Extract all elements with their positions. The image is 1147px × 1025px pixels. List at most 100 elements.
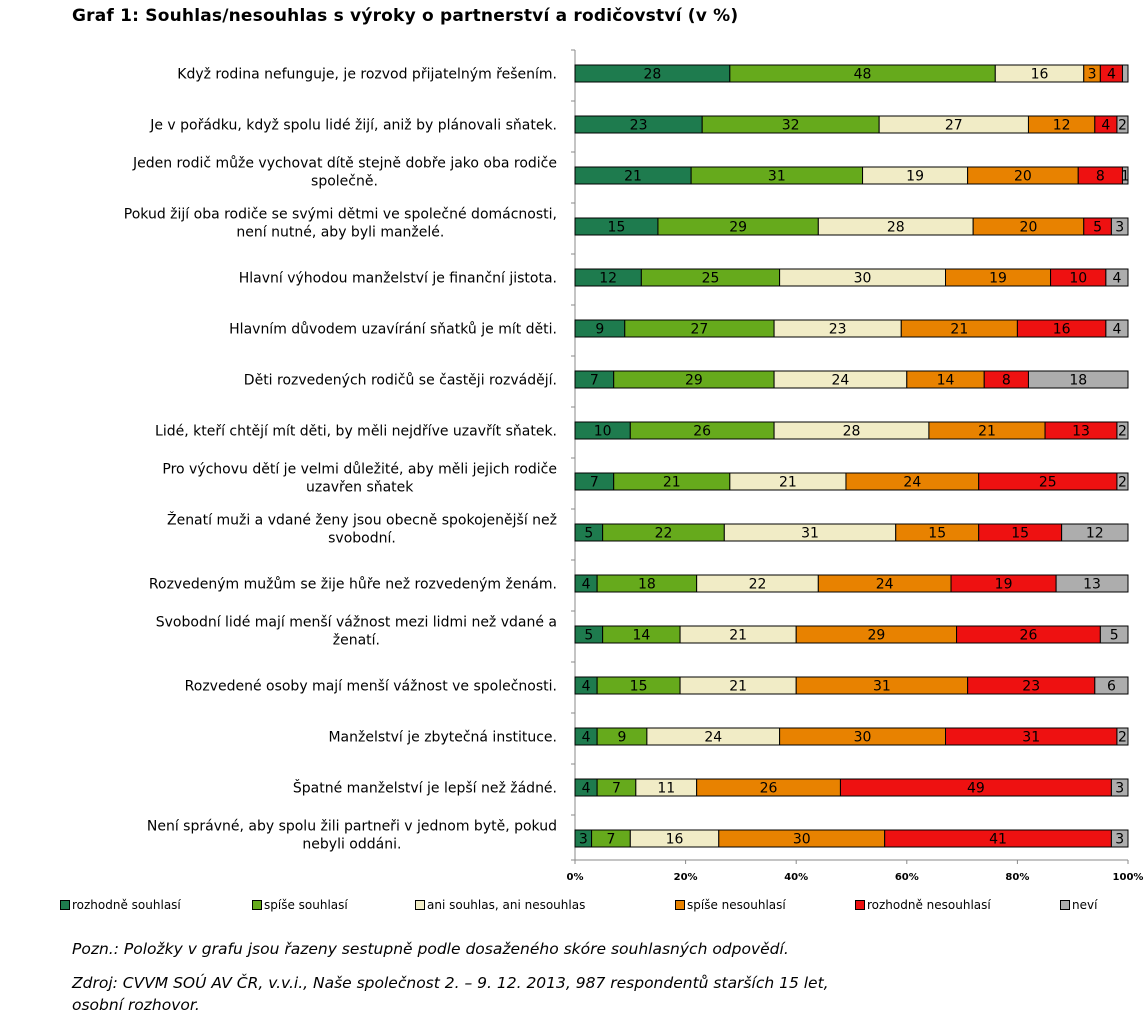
bar-segment — [1094, 676, 1129, 695]
data-label: 2 — [1118, 118, 1127, 134]
category-label: Lidé, kteří chtějí mít děti, by měli nej… — [155, 424, 557, 440]
data-label: 16 — [1031, 67, 1049, 83]
x-tick-label: 40% — [784, 872, 808, 883]
data-label: 26 — [1020, 628, 1038, 644]
category-label: Ženatí muži a vdané ženy jsou obecně spo… — [167, 511, 557, 529]
data-label: 4 — [1101, 118, 1110, 134]
data-label: 28 — [887, 220, 905, 236]
data-label: 15 — [630, 679, 648, 695]
category-label: Jeden rodič může vychovat dítě stejně do… — [132, 156, 557, 172]
data-label: 5 — [584, 526, 593, 542]
data-label: 25 — [1039, 475, 1057, 491]
data-label: 7 — [590, 475, 599, 491]
legend-label: rozhodně nesouhlasí — [867, 898, 991, 912]
category-label: není nutné, aby byli manželé. — [236, 225, 444, 241]
legend-item: rozhodně souhlasí — [60, 898, 181, 912]
data-label: 31 — [801, 526, 819, 542]
data-label: 31 — [1022, 730, 1040, 746]
data-label: 29 — [729, 220, 747, 236]
note-sorting: Pozn.: Položky v grafu jsou řazeny sestu… — [72, 940, 789, 958]
bar-segment — [1121, 64, 1129, 83]
data-label: 7 — [606, 832, 615, 848]
legend-item: neví — [1060, 898, 1097, 912]
category-label: Není správné, aby spolu žili partneři v … — [147, 819, 557, 835]
data-label: 31 — [873, 679, 891, 695]
data-label: 24 — [704, 730, 722, 746]
category-label: Děti rozvedených rodičů se častěji rozvá… — [244, 373, 557, 389]
legend-label: spíše nesouhlasí — [687, 898, 786, 912]
data-label: 26 — [693, 424, 711, 440]
data-label: 7 — [612, 781, 621, 797]
legend-swatch — [855, 900, 865, 910]
x-tick-label: 80% — [1005, 872, 1029, 883]
legend-swatch — [415, 900, 425, 910]
legend-swatch — [60, 900, 70, 910]
data-label: 18 — [638, 577, 656, 593]
data-label: 29 — [685, 373, 703, 389]
data-label: 16 — [666, 832, 684, 848]
data-label: 6 — [1107, 679, 1116, 695]
legend-label: neví — [1072, 898, 1098, 912]
data-label: 4 — [582, 679, 591, 695]
data-label: 26 — [760, 781, 778, 797]
data-label: 18 — [1069, 373, 1087, 389]
data-label: 24 — [832, 373, 850, 389]
data-label: 21 — [978, 424, 996, 440]
x-tick-label: 60% — [895, 872, 919, 883]
data-label: 19 — [989, 271, 1007, 287]
bar-segment — [1116, 115, 1129, 134]
data-label: 4 — [582, 730, 591, 746]
data-label: 19 — [906, 169, 924, 185]
bar-segment — [1055, 574, 1129, 593]
legend-item: rozhodně nesouhlasí — [855, 898, 991, 912]
data-label: 9 — [595, 322, 604, 338]
data-label: 15 — [928, 526, 946, 542]
data-label: 13 — [1083, 577, 1101, 593]
data-label: 48 — [854, 67, 872, 83]
bar-segment — [1105, 319, 1129, 338]
category-label: společně. — [311, 174, 378, 190]
category-label: ženatí. — [333, 633, 380, 649]
data-label: 25 — [702, 271, 720, 287]
chart-title: Graf 1: Souhlas/nesouhlas s výroky o par… — [72, 6, 739, 26]
data-label: 28 — [644, 67, 662, 83]
category-label: uzavřen sňatek — [306, 480, 414, 496]
bar-segment — [1121, 166, 1129, 185]
x-tick-label: 0% — [567, 872, 584, 883]
data-label: 7 — [590, 373, 599, 389]
data-label: 22 — [655, 526, 673, 542]
category-label: Svobodní lidé mají menší vážnost mezi li… — [156, 615, 557, 631]
data-label: 23 — [829, 322, 847, 338]
legend-item: spíše souhlasí — [252, 898, 348, 912]
legend-item: ani souhlas, ani nesouhlas — [415, 898, 585, 912]
data-label: 23 — [630, 118, 648, 134]
bar-segment — [1110, 217, 1129, 236]
legend-swatch — [675, 900, 685, 910]
legend-label: rozhodně souhlasí — [72, 898, 181, 912]
bar-segment — [1110, 829, 1129, 848]
data-label: 12 — [1053, 118, 1071, 134]
data-label: 12 — [599, 271, 617, 287]
data-label: 2 — [1118, 730, 1127, 746]
data-label: 4 — [1112, 322, 1121, 338]
data-label: 15 — [608, 220, 626, 236]
data-label: 28 — [843, 424, 861, 440]
data-label: 21 — [950, 322, 968, 338]
data-label: 19 — [995, 577, 1013, 593]
category-label: Rozvedeným mužům se žije hůře než rozved… — [149, 577, 557, 593]
data-label: 24 — [903, 475, 921, 491]
data-label: 2 — [1118, 475, 1127, 491]
data-label: 2 — [1118, 424, 1127, 440]
data-label: 5 — [584, 628, 593, 644]
legend-item: spíše nesouhlasí — [675, 898, 786, 912]
data-label: 4 — [1112, 271, 1121, 287]
data-label: 21 — [729, 679, 747, 695]
data-label: 10 — [1069, 271, 1087, 287]
bar-segment — [1116, 727, 1129, 746]
data-label: 30 — [793, 832, 811, 848]
data-label: 21 — [663, 475, 681, 491]
category-label: Když rodina nefunguje, je rozvod přijate… — [177, 67, 557, 83]
bar-segment — [1116, 472, 1129, 491]
bar-segment — [1116, 421, 1129, 440]
bar-segment — [1105, 268, 1129, 287]
